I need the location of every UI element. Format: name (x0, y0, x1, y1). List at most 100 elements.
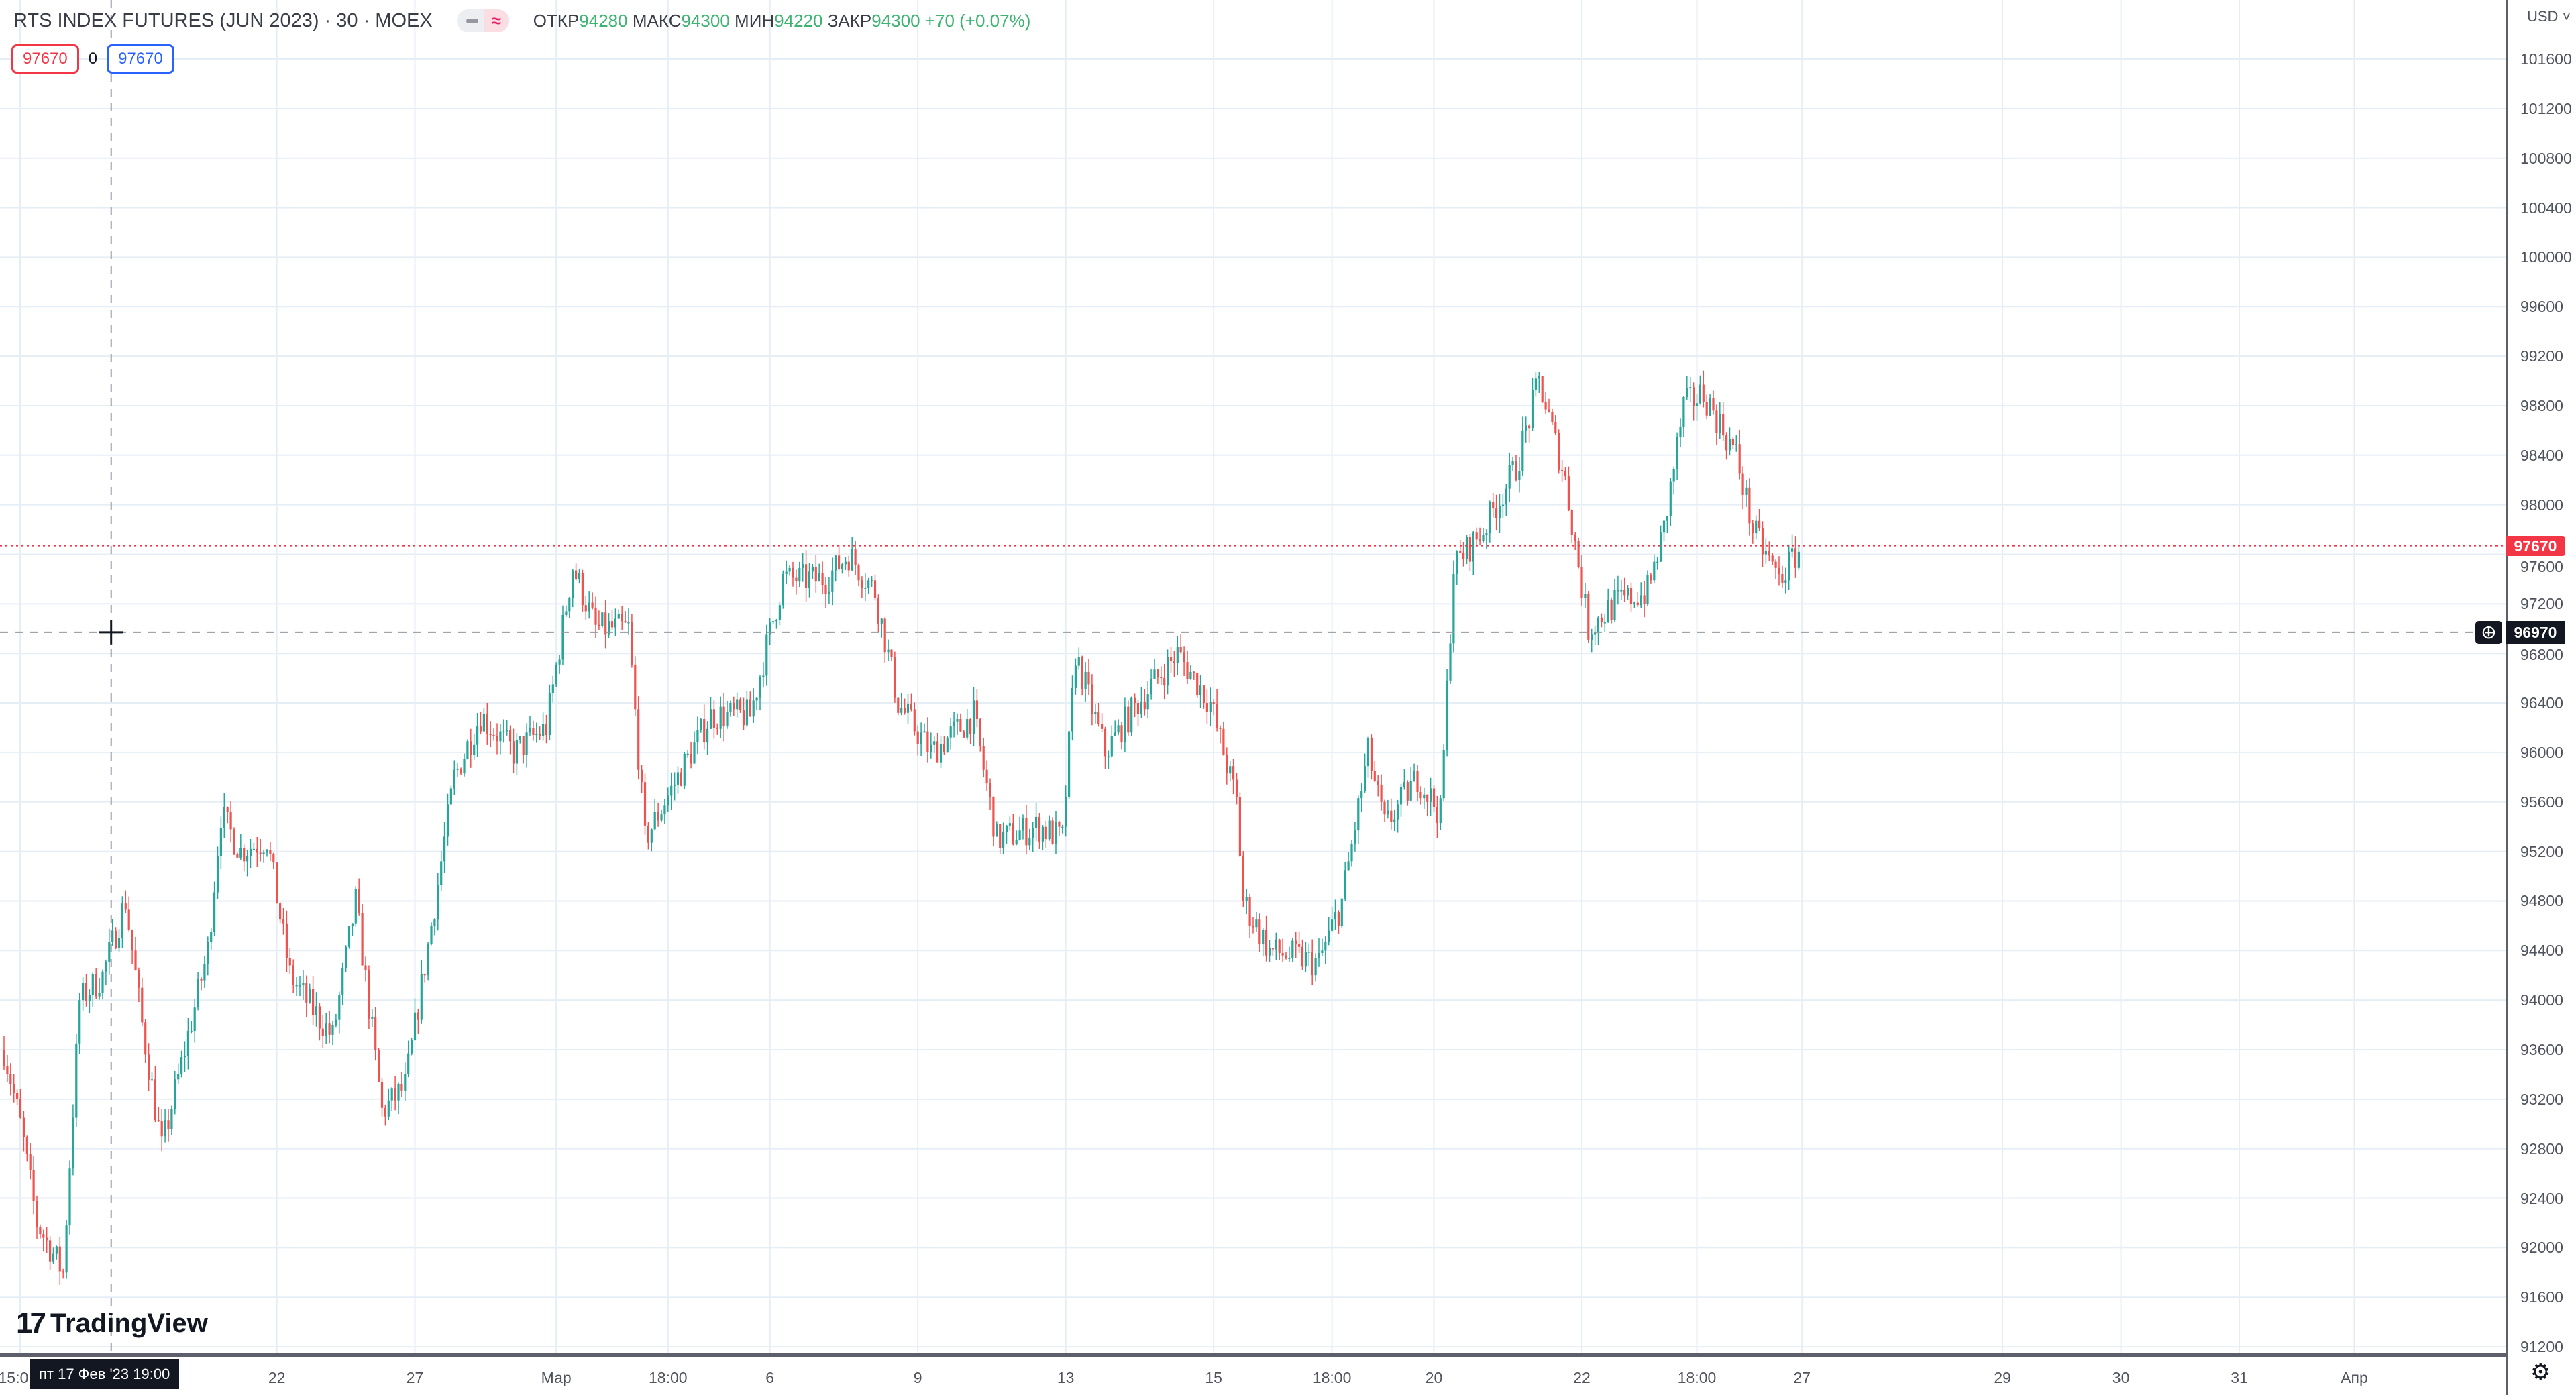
candle-up (170, 1109, 173, 1129)
candle-up (1002, 832, 1005, 848)
candle-down (792, 567, 794, 578)
candle-down (29, 1154, 32, 1170)
candle-down (1193, 671, 1195, 673)
candle-down (1738, 444, 1741, 474)
candle-down (1012, 823, 1014, 844)
candle-up (387, 1100, 390, 1117)
candle-down (647, 825, 649, 843)
candle-up (1699, 384, 1701, 404)
candle-up (1018, 830, 1021, 840)
candle-up (719, 706, 722, 729)
add-alert-plus-button[interactable]: ⊕ (2475, 621, 2502, 644)
candle-down (3, 1050, 5, 1066)
candle-up (1511, 461, 1514, 465)
price-tick-label: 100800 (2520, 149, 2572, 167)
candle-down (1771, 555, 1774, 562)
candle-down (1459, 550, 1462, 553)
candle-down (690, 753, 692, 764)
candle-down (1781, 574, 1784, 583)
candle-up (529, 727, 531, 733)
settings-gear-icon[interactable]: ⚙ (2530, 1359, 2551, 1385)
candle-down (1127, 706, 1130, 733)
candle-up (1719, 414, 1721, 433)
candle-down (1298, 944, 1301, 947)
candle-up (1255, 919, 1258, 928)
candle-up (1409, 781, 1412, 801)
candle-up (1071, 687, 1074, 732)
candle-down (1163, 678, 1166, 686)
price-axis[interactable]: USD ˅ 101600 101200 100800 100400 100000 9960… (2506, 0, 2576, 1395)
candle-down (1715, 410, 1718, 433)
candle-up (561, 614, 564, 660)
last-price-label: 97670 (2506, 535, 2565, 556)
candle-down (742, 710, 745, 726)
buy-button[interactable]: 97670 (107, 44, 174, 74)
candle-up (788, 567, 791, 572)
candle-down (1091, 684, 1093, 714)
candle-up (72, 1117, 74, 1169)
sell-button[interactable]: 97670 (11, 44, 79, 74)
candle-down (1242, 856, 1244, 901)
candle-up (1008, 823, 1011, 826)
time-tick-label: 20 (1425, 1369, 1443, 1386)
candle-down (1183, 652, 1185, 663)
open-label: ОТКР (533, 10, 580, 31)
candle-up (1603, 622, 1606, 624)
candle-up (249, 848, 252, 856)
candle-up (1340, 898, 1343, 926)
candle-down (1169, 657, 1173, 661)
price-chart[interactable] (0, 0, 2506, 1353)
candle-down (364, 965, 367, 970)
candle-up (197, 979, 199, 1008)
price-tick-label: 94000 (2520, 991, 2563, 1009)
visibility-toggle[interactable]: ≈ (456, 9, 509, 32)
candle-up (627, 622, 630, 624)
close-label: ЗАКР (827, 10, 872, 31)
time-tick-label: Апр (2341, 1369, 2368, 1386)
currency-selector[interactable]: USD ˅ (2527, 8, 2571, 25)
candle-up (150, 1079, 154, 1081)
candle-up (219, 828, 222, 856)
candle-up (1689, 387, 1692, 389)
candle-down (243, 848, 246, 862)
candle-up (473, 744, 476, 755)
candle-up (867, 580, 870, 588)
candle-up (1735, 444, 1737, 446)
candle-down (1370, 737, 1373, 771)
candle-up (601, 612, 604, 626)
tradingview-logo[interactable]: 17 TradingView (16, 1306, 208, 1340)
candle-down (321, 1028, 324, 1036)
candle-down (486, 714, 488, 734)
candle-down (1219, 727, 1222, 729)
symbol-title[interactable]: RTS INDEX FUTURES (JUN 2023) · 30 · MOEX (13, 9, 433, 32)
candle-up (345, 946, 347, 968)
candle-down (680, 772, 682, 786)
candle-up (1360, 791, 1363, 799)
candle-down (1722, 414, 1725, 436)
candle-down (42, 1234, 45, 1238)
candle-up (802, 564, 804, 568)
candle-up (1275, 939, 1277, 950)
candle-up (1538, 376, 1540, 379)
candle-up (939, 743, 943, 763)
candle-down (1232, 766, 1235, 780)
price-tick-label: 92800 (2520, 1139, 2563, 1158)
candle-down (1271, 948, 1274, 950)
candle-down (328, 1023, 331, 1035)
candle-up (482, 714, 485, 732)
time-axis[interactable]: 15:0 22 27 Мар 18:00 6 9 13 15 18:00 20 22 18:00 27 2… (0, 1353, 2506, 1395)
candle-up (1268, 948, 1271, 956)
candle-up (519, 736, 521, 740)
candle-up (1666, 516, 1668, 521)
candle-up (1350, 844, 1353, 862)
candle-up (1209, 702, 1212, 712)
candle-up (752, 700, 755, 717)
candle-down (1702, 384, 1705, 402)
candle-down (857, 565, 860, 581)
candle-up (1669, 481, 1672, 516)
candle-down (141, 987, 144, 1023)
candle-down (598, 624, 600, 626)
candle-down (1202, 685, 1205, 704)
candle-down (272, 854, 275, 863)
candle-down (1794, 548, 1797, 568)
